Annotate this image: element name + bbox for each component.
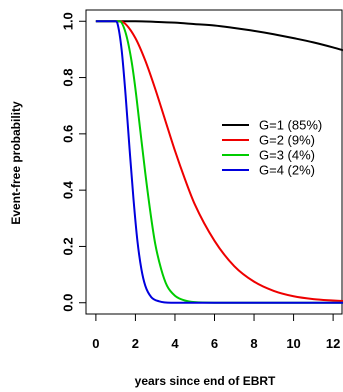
axes: 0 2 4 6 8 10 12 0.0 0.2 0.4 0.6 0.8 1.0 — [61, 10, 342, 351]
x-tick-label: 0 — [92, 336, 99, 351]
x-tick-label: 2 — [132, 336, 139, 351]
legend: G=1 (85%)G=2 (9%)G=3 (4%)G=4 (2%) — [222, 118, 322, 178]
x-tick-label: 4 — [171, 336, 179, 351]
y-tick-label: 1.0 — [61, 12, 76, 30]
legend-label-g4: G=4 (2%) — [259, 163, 315, 178]
y-axis-title: Event-free probability — [9, 101, 23, 225]
legend-label-g2: G=2 (9%) — [259, 133, 315, 148]
x-tick-label: 10 — [286, 336, 300, 351]
y-tick-label: 0.8 — [61, 69, 76, 87]
y-tick-label: 0.2 — [61, 237, 76, 255]
x-tick-label: 12 — [326, 336, 340, 351]
x-tick-label: 8 — [250, 336, 257, 351]
x-axis-title: years since end of EBRT — [135, 374, 276, 388]
y-tick-label: 0.4 — [61, 180, 76, 199]
y-tick-label: 0.6 — [61, 125, 76, 143]
x-tick-label: 6 — [211, 336, 218, 351]
legend-label-g1: G=1 (85%) — [259, 118, 322, 133]
y-tick-label: 0.0 — [61, 294, 76, 312]
legend-label-g3: G=3 (4%) — [259, 148, 315, 163]
